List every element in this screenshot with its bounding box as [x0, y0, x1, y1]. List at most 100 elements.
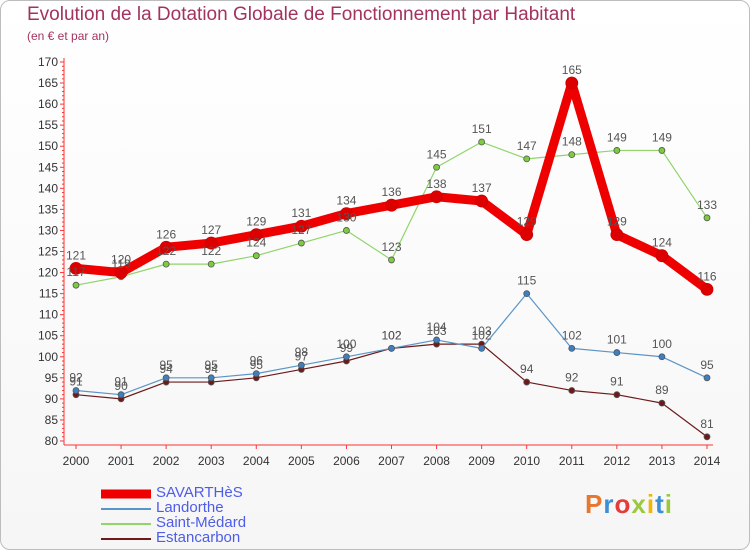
legend-swatch: [101, 501, 151, 516]
data-label-saint-m-dard: 149: [607, 130, 627, 144]
data-label-savarth-s: 131: [291, 206, 311, 220]
data-label-landorthe: 95: [205, 358, 219, 372]
data-point-landorthe: [568, 344, 576, 352]
x-tick-label: 2014: [694, 454, 721, 468]
x-tick-label: 2010: [513, 454, 540, 468]
data-point-landorthe: [343, 353, 350, 361]
data-point-estancarbon: [523, 378, 531, 386]
data-point-landorthe: [297, 361, 305, 369]
data-label-estancarbon: 89: [655, 383, 669, 397]
x-tick-label: 2008: [423, 454, 450, 468]
data-label-landorthe: 102: [472, 328, 492, 342]
data-label-saint-m-dard: 127: [291, 223, 311, 237]
data-label-estancarbon: 94: [520, 362, 534, 376]
data-label-landorthe: 100: [336, 337, 356, 351]
data-point-saint-m-dard: [613, 147, 621, 154]
data-point-landorthe: [388, 344, 395, 352]
data-point-saint-m-dard: [568, 151, 576, 159]
data-point-landorthe: [613, 349, 621, 356]
y-tick-label: 160: [38, 97, 58, 111]
data-point-savarth-s: [159, 240, 173, 254]
data-label-estancarbon: 103: [427, 324, 447, 338]
data-label-landorthe: 101: [607, 333, 627, 347]
proxiti-logo[interactable]: Proxiti: [585, 489, 673, 519]
y-tick-label: 155: [38, 118, 58, 132]
data-point-savarth-s: [340, 207, 353, 221]
data-label-saint-m-dard: 151: [472, 122, 492, 136]
y-tick-label: 140: [38, 181, 58, 195]
data-point-savarth-s: [610, 228, 624, 242]
y-tick-label: 130: [38, 223, 58, 237]
data-point-savarth-s: [294, 219, 308, 233]
data-label-savarth-s: 129: [607, 215, 627, 229]
data-label-savarth-s: 126: [156, 227, 176, 241]
data-label-saint-m-dard: 123: [381, 240, 401, 254]
data-point-estancarbon: [613, 391, 621, 399]
x-tick-label: 2000: [63, 454, 90, 468]
legend-label: Saint-Médard: [156, 514, 247, 531]
data-label-saint-m-dard: 122: [201, 244, 221, 258]
data-label-landorthe: 100: [652, 337, 672, 351]
series-layer: [69, 76, 714, 441]
legend-swatch: [101, 531, 151, 546]
data-label-landorthe: 115: [517, 274, 536, 288]
data-point-saint-m-dard: [162, 260, 170, 268]
data-point-saint-m-dard: [703, 214, 711, 222]
data-label-savarth-s: 134: [336, 194, 356, 208]
data-point-savarth-s: [385, 198, 398, 212]
y-tick-label: 145: [38, 160, 58, 174]
data-label-estancarbon: 94: [159, 362, 173, 376]
y-tick-label: 150: [38, 139, 58, 153]
data-point-saint-m-dard: [207, 260, 215, 268]
data-label-saint-m-dard: 130: [336, 210, 356, 224]
chart-subtitle: (en € et par an): [27, 29, 110, 43]
data-label-estancarbon: 92: [565, 370, 579, 384]
data-point-saint-m-dard: [388, 256, 395, 264]
data-point-landorthe: [72, 387, 80, 394]
data-point-landorthe: [703, 374, 711, 382]
data-label-savarth-s: 116: [697, 269, 716, 283]
x-tick-label: 2006: [333, 454, 360, 468]
data-label-saint-m-dard: 133: [697, 198, 717, 212]
data-label-saint-m-dard: 149: [652, 130, 672, 144]
data-label-saint-m-dard: 124: [246, 236, 266, 250]
data-label-estancarbon: 81: [700, 417, 714, 431]
legend-swatch: [101, 486, 151, 501]
data-point-landorthe: [207, 374, 215, 382]
data-label-landorthe: 104: [427, 320, 447, 334]
data-point-estancarbon: [568, 387, 576, 394]
data-label-estancarbon: 91: [69, 375, 83, 389]
data-label-estancarbon: 99: [340, 341, 354, 355]
data-point-saint-m-dard: [252, 252, 260, 260]
y-tick-label: 95: [45, 371, 59, 385]
data-label-saint-m-dard: 148: [562, 135, 582, 149]
data-point-savarth-s: [204, 236, 218, 250]
data-point-landorthe: [658, 353, 666, 361]
y-tick-label: 165: [38, 76, 58, 90]
data-label-landorthe: 102: [381, 328, 401, 342]
data-point-landorthe: [117, 391, 125, 399]
data-label-savarth-s: 121: [66, 248, 86, 262]
x-tick-label: 2005: [288, 454, 315, 468]
x-tick-label: 2009: [468, 454, 495, 468]
x-tick-label: 2002: [153, 454, 180, 468]
data-label-estancarbon: 94: [205, 362, 219, 376]
data-label-landorthe: 95: [700, 358, 714, 372]
data-label-landorthe: 95: [159, 358, 173, 372]
data-label-savarth-s: 137: [472, 181, 492, 195]
y-tick-label: 90: [45, 392, 59, 406]
legend-swatch: [101, 516, 151, 531]
y-tick-label: 170: [38, 55, 58, 69]
data-point-savarth-s: [69, 261, 83, 275]
data-label-savarth-s: 138: [427, 177, 447, 191]
data-label-saint-m-dard: 147: [517, 139, 537, 153]
data-label-savarth-s: 127: [201, 223, 221, 237]
data-point-estancarbon: [703, 433, 711, 441]
data-point-landorthe: [523, 290, 531, 298]
data-label-savarth-s: 120: [111, 253, 131, 267]
data-label-estancarbon: 97: [295, 349, 309, 363]
data-point-savarth-s: [475, 194, 489, 208]
x-tick-label: 2001: [108, 454, 135, 468]
x-tick-label: 2011: [559, 454, 585, 468]
